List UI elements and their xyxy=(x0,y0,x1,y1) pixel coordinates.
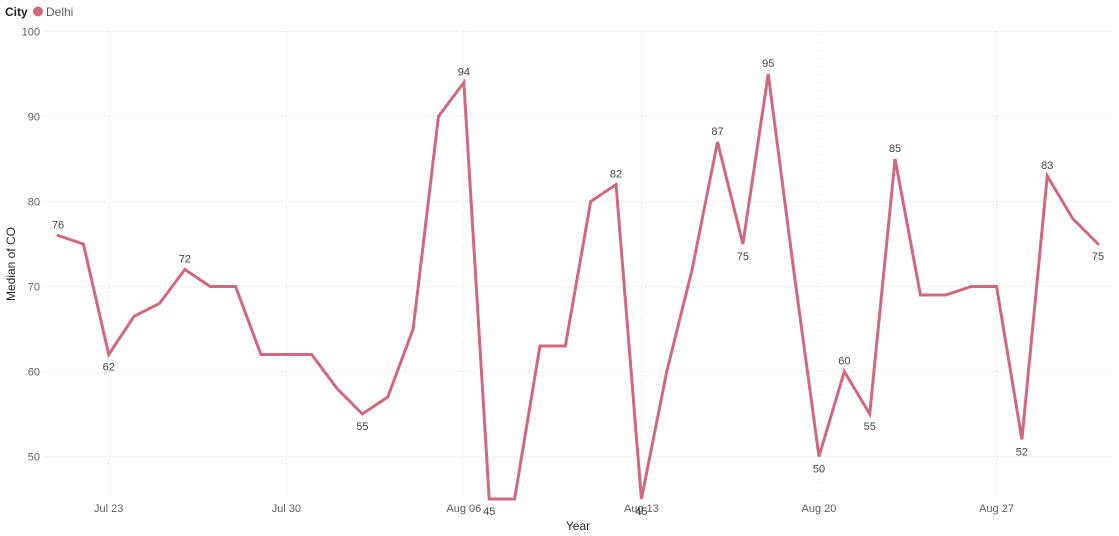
y-tick-label: 50 xyxy=(28,452,40,464)
data-point xyxy=(461,80,467,86)
x-tick-label: Jul 30 xyxy=(272,503,301,515)
data-point xyxy=(994,284,1000,290)
y-axis-ticks: 50 60 70 80 90 100 xyxy=(22,27,40,464)
data-label: 82 xyxy=(610,169,622,181)
data-point xyxy=(588,199,594,205)
data-label: 83 xyxy=(1041,160,1053,172)
data-point xyxy=(131,313,137,319)
data-label: 62 xyxy=(103,362,115,374)
data-label: 55 xyxy=(356,421,368,433)
y-axis-title: Median of CO xyxy=(4,227,18,301)
data-point xyxy=(359,411,365,417)
x-tick-label: Aug 27 xyxy=(979,503,1014,515)
y-tick-label: 70 xyxy=(28,282,40,294)
data-point xyxy=(1019,437,1025,443)
x-tick-label: Aug 06 xyxy=(446,503,481,515)
series-line-delhi xyxy=(56,73,1100,501)
x-axis-title: Year xyxy=(566,519,590,533)
data-point xyxy=(816,454,822,460)
data-point xyxy=(1095,241,1101,247)
data-point xyxy=(689,267,695,273)
data-point xyxy=(309,352,315,358)
data-label: 55 xyxy=(864,421,876,433)
legend[interactable]: City Delhi xyxy=(5,5,73,19)
data-point xyxy=(106,352,112,358)
data-label: 60 xyxy=(838,356,850,368)
data-point xyxy=(791,267,797,273)
data-label: 85 xyxy=(889,143,901,155)
data-point xyxy=(765,71,771,77)
data-point xyxy=(283,352,289,358)
grid xyxy=(45,31,1110,498)
data-label: 45 xyxy=(483,506,495,518)
data-point xyxy=(562,343,568,349)
data-label: 87 xyxy=(711,126,723,138)
x-tick-label: Aug 13 xyxy=(624,503,659,515)
data-point xyxy=(613,182,619,188)
data-point xyxy=(1044,173,1050,179)
y-tick-label: 80 xyxy=(28,197,40,209)
data-point xyxy=(943,292,949,298)
data-point xyxy=(715,139,721,145)
data-point xyxy=(486,496,492,502)
data-point xyxy=(917,292,923,298)
data-point xyxy=(182,267,188,273)
data-label: 95 xyxy=(762,58,774,70)
legend-marker xyxy=(33,6,43,17)
x-tick-label: Jul 23 xyxy=(94,503,123,515)
data-point xyxy=(867,411,873,417)
legend-title: City xyxy=(5,5,28,19)
data-point xyxy=(258,352,264,358)
data-label: 72 xyxy=(179,254,191,266)
data-label: 50 xyxy=(813,464,825,476)
data-point xyxy=(207,284,213,290)
data-label: 94 xyxy=(458,67,470,79)
data-point xyxy=(80,241,86,247)
legend-label-delhi: Delhi xyxy=(46,5,73,19)
y-tick-label: 100 xyxy=(22,27,40,39)
data-point xyxy=(1070,216,1076,222)
data-point xyxy=(537,343,543,349)
data-label: 52 xyxy=(1016,447,1028,459)
data-label: 76 xyxy=(52,220,64,232)
y-tick-label: 90 xyxy=(28,112,40,124)
data-point xyxy=(410,326,416,332)
data-point xyxy=(638,496,644,502)
data-point xyxy=(892,156,898,162)
data-point xyxy=(512,496,518,502)
data-label: 75 xyxy=(1092,251,1104,263)
y-tick-label: 60 xyxy=(28,367,40,379)
series-delhi[interactable] xyxy=(55,71,1101,502)
x-tick-label: Aug 20 xyxy=(802,503,837,515)
data-point xyxy=(233,284,239,290)
data-label: 45 xyxy=(635,506,647,518)
data-point xyxy=(968,284,974,290)
data-point xyxy=(740,241,746,247)
data-point xyxy=(664,369,670,375)
data-point xyxy=(841,369,847,375)
data-point xyxy=(385,394,391,400)
data-point xyxy=(156,301,162,307)
data-point xyxy=(435,114,441,120)
x-axis-ticks: Jul 23 Jul 30 Aug 06 Aug 13 Aug 20 Aug 27 xyxy=(94,503,1014,515)
data-label: 75 xyxy=(737,251,749,263)
data-point xyxy=(55,233,61,239)
data-point xyxy=(334,386,340,392)
data-labels: 76 62 72 55 94 45 82 45 87 75 95 50 60 55 85 52 83 75 xyxy=(52,58,1104,518)
